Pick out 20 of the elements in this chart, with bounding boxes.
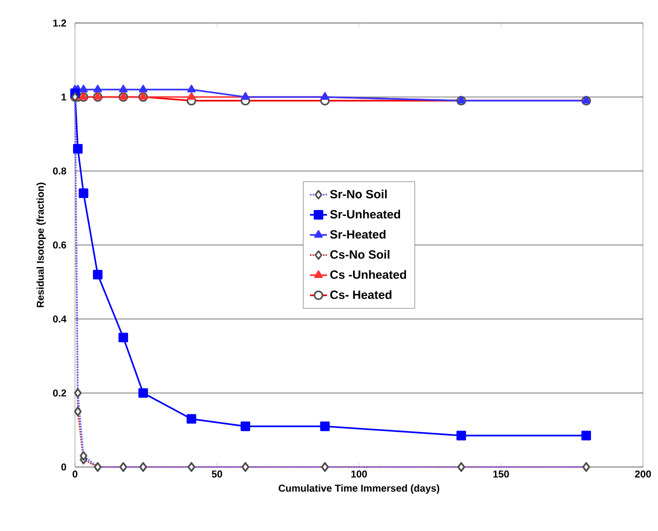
y-tick-label: 0.4 [53, 315, 66, 323]
y-tick-label: 1.2 [53, 20, 66, 26]
legend-label: Cs-No Soil [330, 250, 390, 259]
x-tick-label: 150 [493, 470, 509, 478]
legend-label: Sr-Heated [330, 230, 386, 239]
x-axis-title: Cumulative Time Immersed (days) [278, 484, 440, 494]
y-tick-label: 0.2 [53, 389, 66, 397]
legend-label: Cs- Heated [330, 290, 392, 299]
y-tick-label: 0 [61, 463, 66, 471]
y-tick-label: 1 [62, 94, 66, 100]
legend-label: Cs -Unheated [330, 270, 406, 279]
y-axis-title: Residual Isotope (fraction) [36, 182, 46, 308]
y-tick-label: 0.8 [53, 167, 66, 175]
x-tick-label: 100 [351, 470, 367, 478]
legend-label: Sr-Unheated [330, 210, 400, 219]
y-tick-label: 0.6 [53, 241, 66, 249]
x-tick-label: 50 [212, 470, 222, 478]
x-tick-label: 200 [635, 470, 651, 478]
legend-label: Sr-No Soil [330, 190, 387, 198]
x-tick-label: 0 [72, 470, 78, 478]
